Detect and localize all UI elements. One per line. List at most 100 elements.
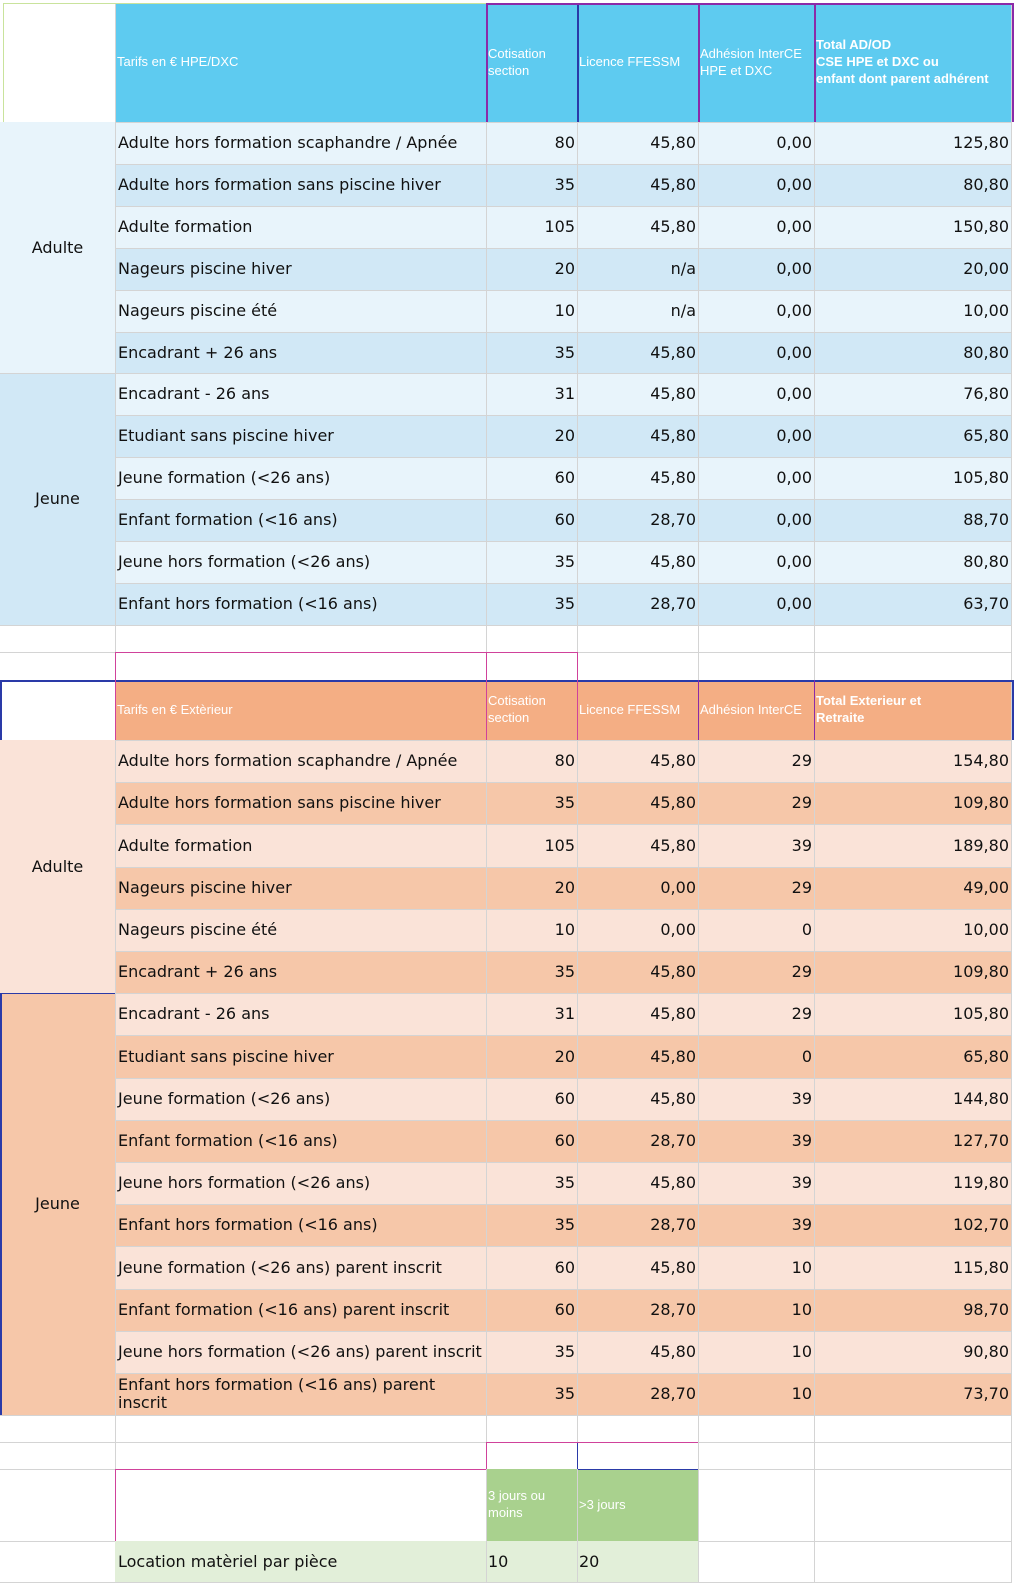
row-total-text: 109,80 xyxy=(953,962,1009,982)
grid-line xyxy=(115,1373,1011,1374)
ext-group-adulte-text: Adulte xyxy=(31,856,84,876)
hpe-group-adulte-text: Adulte xyxy=(31,237,84,257)
row-adhesion: 0,00 xyxy=(698,373,814,415)
row-adhesion-text: 10 xyxy=(791,1342,812,1362)
row-adhesion: 0,00 xyxy=(698,541,814,583)
grid-line xyxy=(115,1035,1011,1036)
row-licence: 45,80 xyxy=(577,164,698,206)
row-cotisation: 35 xyxy=(486,541,577,583)
row-total: 105,80 xyxy=(814,993,1011,1035)
row-total-text: 125,80 xyxy=(953,133,1009,153)
grid-line xyxy=(0,1415,115,1416)
row-adhesion-text: 29 xyxy=(791,793,812,813)
grid-line xyxy=(115,373,1011,374)
ext-header-title-text: Tarifs en € Extèrieur xyxy=(117,701,233,717)
location-value-2: 20 xyxy=(577,1541,698,1582)
row-total: 76,80 xyxy=(814,373,1011,415)
row-cotisation: 105 xyxy=(486,206,577,248)
accent-line xyxy=(115,652,577,653)
row-label-text: Enfant hors formation (<16 ans) xyxy=(118,594,378,614)
ext-header-cotisation: Cotisation section xyxy=(486,680,577,740)
row-licence: 45,80 xyxy=(577,415,698,457)
row-total-text: 105,80 xyxy=(953,1004,1009,1024)
row-adhesion: 10 xyxy=(698,1246,814,1289)
row-label-text: Encadrant - 26 ans xyxy=(118,384,270,404)
row-licence: 45,80 xyxy=(577,206,698,248)
row-adhesion: 29 xyxy=(698,951,814,993)
ext-group-jeune-text: Jeune xyxy=(35,1194,80,1214)
row-licence: 28,70 xyxy=(577,1120,698,1162)
row-total: 65,80 xyxy=(814,1035,1011,1078)
row-adhesion: 29 xyxy=(698,782,814,824)
row-label: Jeune formation (<26 ans) xyxy=(115,457,486,499)
row-total: 102,70 xyxy=(814,1204,1011,1246)
row-total-text: 150,80 xyxy=(953,217,1009,237)
location-value-1: 10 xyxy=(486,1541,577,1582)
grid-line xyxy=(115,740,1011,741)
row-cotisation-text: 20 xyxy=(554,259,575,279)
row-total: 109,80 xyxy=(814,951,1011,993)
hpe-header-adhesion: Adhésion InterCE HPE et DXC xyxy=(698,3,814,122)
row-total-text: 10,00 xyxy=(963,301,1009,321)
row-adhesion-text: 0,00 xyxy=(776,175,812,195)
row-licence-text: 45,80 xyxy=(650,1089,696,1109)
row-total-text: 65,80 xyxy=(963,426,1009,446)
row-total: 125,80 xyxy=(814,122,1011,164)
row-licence: 0,00 xyxy=(577,909,698,951)
header-border xyxy=(1012,3,1014,122)
grid-line xyxy=(115,1162,1011,1163)
grid-line xyxy=(115,680,116,1415)
grid-line xyxy=(115,1331,1011,1332)
row-total-text: 10,00 xyxy=(963,920,1009,940)
row-cotisation: 105 xyxy=(486,824,577,867)
hpe-group-jeune-text: Jeune xyxy=(35,489,80,509)
row-total-text: 144,80 xyxy=(953,1089,1009,1109)
row-total: 80,80 xyxy=(814,541,1011,583)
row-adhesion-text: 0,00 xyxy=(776,594,812,614)
grid-line xyxy=(115,1289,1011,1290)
row-licence-text: 45,80 xyxy=(650,751,696,771)
row-label: Jeune formation (<26 ans) xyxy=(115,1078,486,1120)
grid-line xyxy=(698,624,699,680)
row-total-text: 80,80 xyxy=(963,175,1009,195)
row-adhesion-text: 0 xyxy=(801,920,812,940)
row-licence: n/a xyxy=(577,290,698,332)
grid-line xyxy=(115,583,1011,584)
row-total-text: 90,80 xyxy=(963,1342,1009,1362)
row-cotisation-text: 35 xyxy=(554,342,575,362)
row-cotisation: 35 xyxy=(486,332,577,373)
row-total: 109,80 xyxy=(814,782,1011,824)
header-border xyxy=(115,3,486,4)
row-cotisation: 20 xyxy=(486,1035,577,1078)
grid-line xyxy=(115,415,1011,416)
row-cotisation: 35 xyxy=(486,1331,577,1373)
row-licence: 45,80 xyxy=(577,740,698,782)
row-cotisation-text: 20 xyxy=(554,426,575,446)
grid-line xyxy=(115,206,1011,207)
grid-line xyxy=(115,909,1011,910)
grid-line xyxy=(115,248,1011,249)
row-label: Nageurs piscine été xyxy=(115,909,486,951)
row-total-text: 63,70 xyxy=(963,594,1009,614)
row-adhesion: 0 xyxy=(698,1035,814,1078)
row-total-text: 65,80 xyxy=(963,1046,1009,1066)
ext-header-cotisation-text: Cotisation section xyxy=(488,693,546,725)
grid-line xyxy=(115,332,1011,333)
row-adhesion: 10 xyxy=(698,1331,814,1373)
row-cotisation-text: 80 xyxy=(554,133,575,153)
row-total-text: 80,80 xyxy=(963,552,1009,572)
row-label: Encadrant + 26 ans xyxy=(115,951,486,993)
row-adhesion-text: 10 xyxy=(791,1300,812,1320)
ext-header-licence: Licence FFESSM xyxy=(577,680,698,740)
grid-line xyxy=(115,1204,1011,1205)
row-licence: 45,80 xyxy=(577,951,698,993)
row-licence-text: 28,70 xyxy=(650,1300,696,1320)
ext-header-corner xyxy=(0,680,115,740)
row-label-text: Nageurs piscine été xyxy=(118,920,278,940)
location-label-text: Location matèriel par pièce xyxy=(118,1551,338,1571)
accent-line xyxy=(577,1442,578,1469)
row-label: Jeune formation (<26 ans) parent inscrit xyxy=(115,1246,486,1289)
grid-line xyxy=(115,1120,1011,1121)
row-cotisation-text: 35 xyxy=(554,1173,575,1193)
row-licence: 45,80 xyxy=(577,1078,698,1120)
